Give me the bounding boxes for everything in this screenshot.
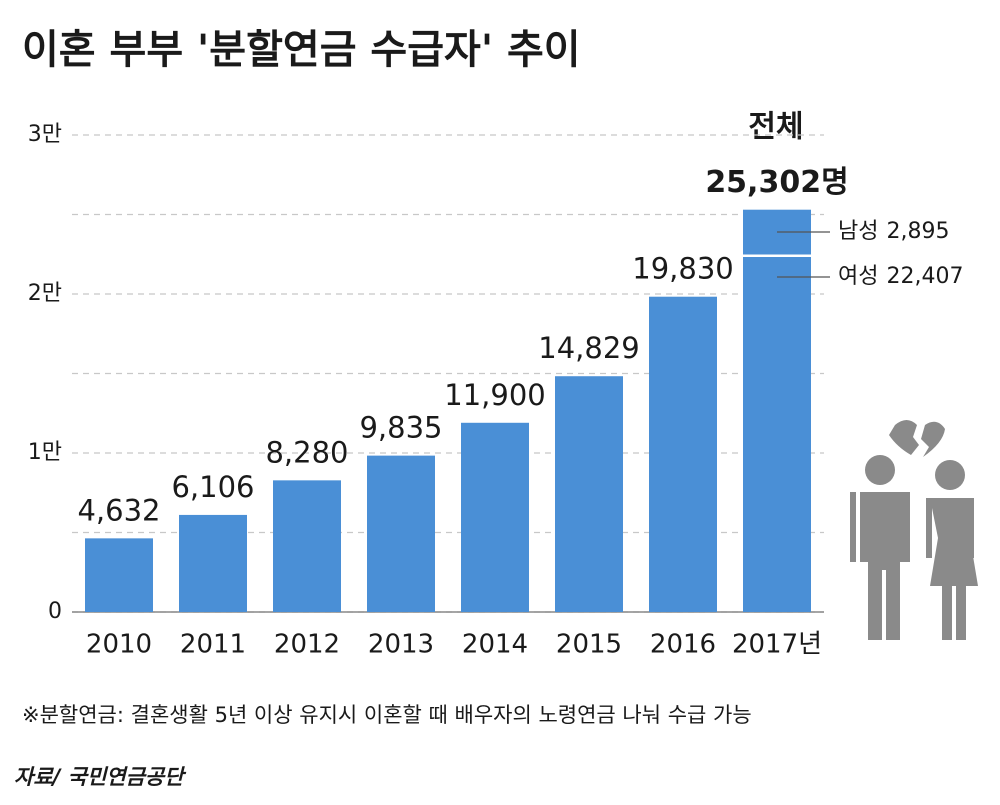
people-icon <box>850 420 978 640</box>
x-tick-label: 2011 <box>180 630 246 660</box>
value-label: 14,829 <box>538 331 639 365</box>
x-tick-label: 2010 <box>86 630 152 660</box>
value-label: 6,106 <box>171 470 254 504</box>
segment-name: 남성 <box>838 219 878 244</box>
x-tick-label: 2016 <box>650 630 716 660</box>
bar <box>649 296 717 612</box>
bar <box>555 376 623 612</box>
segment-value: 2,895 <box>886 219 949 244</box>
woman-body <box>926 498 978 640</box>
total-label: 전체 <box>748 110 803 145</box>
segment-name: 여성 <box>838 264 878 289</box>
footnote: ※분할연금: 결혼생활 5년 이상 유지시 이혼할 때 배우자의 노령연금 나눠… <box>22 703 752 727</box>
segment-label: 남성 2,895 <box>838 219 949 244</box>
man-body <box>850 492 910 640</box>
value-label: 4,632 <box>77 493 160 527</box>
chart-title: 이혼 부부 '분할연금 수급자' 추이 <box>22 27 581 73</box>
value-label: 9,835 <box>359 411 442 445</box>
y-tick-label: 2만 <box>28 281 62 306</box>
broken-heart <box>889 420 945 457</box>
x-tick-label: 2012 <box>274 630 340 660</box>
value-label: 11,900 <box>444 378 545 412</box>
value-label: 19,830 <box>632 252 733 286</box>
source: 자료/ 국민연금공단 <box>14 765 187 789</box>
x-tick-label: 2015 <box>556 630 622 660</box>
x-tick-label: 2017년 <box>732 630 822 660</box>
bar <box>461 422 529 612</box>
segment-label: 여성 22,407 <box>838 264 963 289</box>
value-label: 25,302명 <box>705 165 848 200</box>
bar-segment <box>743 209 811 256</box>
bar <box>179 514 247 612</box>
y-tick-label: 3만 <box>28 122 62 147</box>
bar <box>367 455 435 612</box>
value-label: 8,280 <box>265 435 348 469</box>
x-tick-label: 2013 <box>368 630 434 660</box>
bar <box>85 538 153 612</box>
woman-head <box>935 460 965 490</box>
man-head <box>865 455 895 485</box>
bar <box>273 480 341 612</box>
x-tick-label: 2014 <box>462 630 528 660</box>
bar-segment <box>743 255 811 612</box>
y-tick-label: 0 <box>48 599 62 624</box>
y-tick-label: 1만 <box>28 440 62 465</box>
segment-value: 22,407 <box>886 264 963 289</box>
